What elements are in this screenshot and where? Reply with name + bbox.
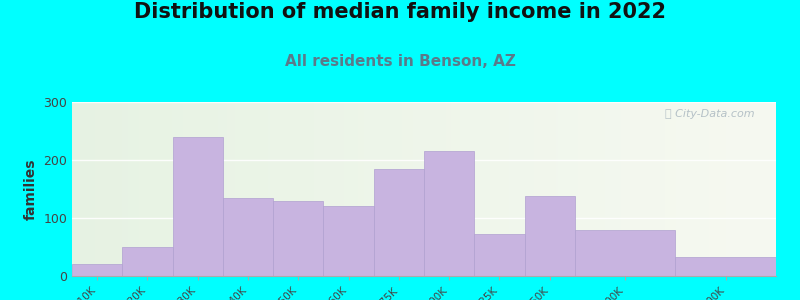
Bar <box>173 137 223 276</box>
Bar <box>223 198 273 276</box>
Bar <box>374 169 424 276</box>
Bar <box>323 206 374 276</box>
Bar <box>474 234 525 276</box>
Text: Distribution of median family income in 2022: Distribution of median family income in … <box>134 2 666 22</box>
Y-axis label: families: families <box>24 158 38 220</box>
Bar <box>575 230 675 276</box>
Text: All residents in Benson, AZ: All residents in Benson, AZ <box>285 54 515 69</box>
Bar <box>122 247 173 276</box>
Bar <box>525 196 575 276</box>
Bar <box>675 257 776 276</box>
Bar <box>273 201 323 276</box>
Bar <box>424 151 474 276</box>
Bar <box>72 264 122 276</box>
Text: ⓘ City-Data.com: ⓘ City-Data.com <box>666 109 755 119</box>
